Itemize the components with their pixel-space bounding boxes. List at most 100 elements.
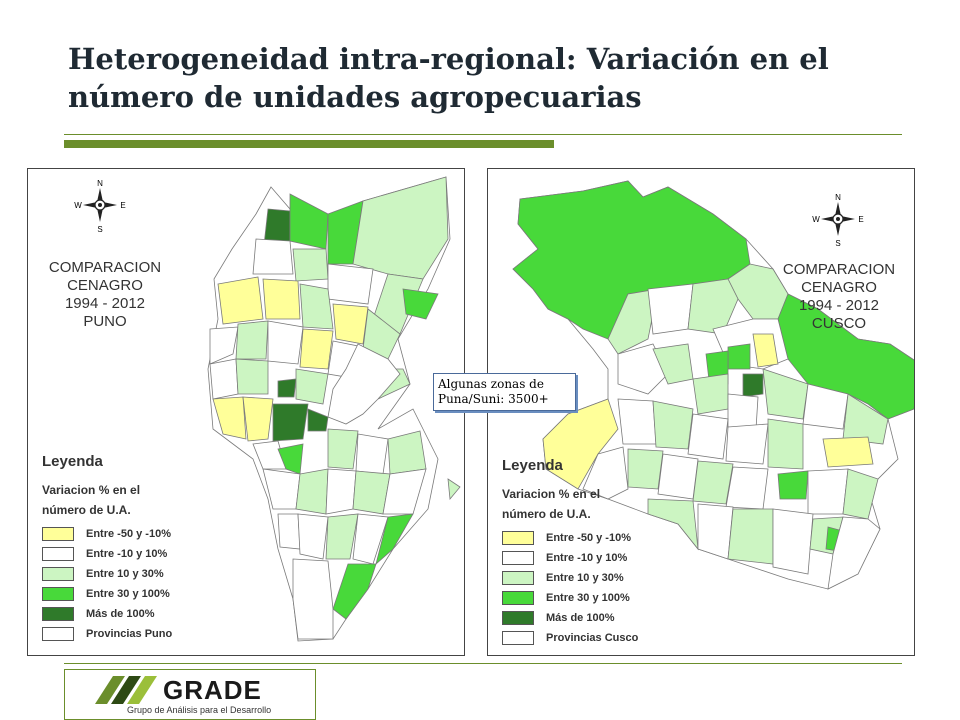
legend-swatch xyxy=(502,551,534,565)
cusco-district xyxy=(772,508,814,575)
map-title-line: CENAGRO xyxy=(67,277,143,294)
puno-district xyxy=(277,378,297,398)
puno-district xyxy=(242,396,274,442)
puno-district xyxy=(327,263,374,305)
legend-label: Entre 10 y 30% xyxy=(546,572,624,584)
legend-subtitle: número de U.A. xyxy=(42,503,131,517)
legend-label: Entre -10 y 10% xyxy=(86,548,168,560)
legend-label: Entre -10 y 10% xyxy=(546,552,628,564)
cusco-district xyxy=(767,418,804,470)
cusco-district xyxy=(647,498,699,551)
puno-district xyxy=(307,408,329,432)
legend-swatch xyxy=(42,547,74,561)
map-title-line: PUNO xyxy=(83,313,127,330)
cusco-district xyxy=(627,448,664,490)
grade-logo-mark-icon xyxy=(95,676,157,704)
puno-district xyxy=(252,238,294,275)
legend-swatch xyxy=(42,567,74,581)
puno-district xyxy=(272,403,309,442)
cusco-map-panel: N S W E COMPARACION CENAGRO 1994 - 2012 … xyxy=(487,168,915,656)
callout-line: Puna/Suni: 3500+ xyxy=(438,392,549,406)
puno-district xyxy=(209,326,239,365)
compass-north: N xyxy=(835,193,841,202)
legend-item: Entre -50 y -10% xyxy=(502,528,638,548)
cusco-district xyxy=(692,460,734,505)
puno-district xyxy=(299,328,334,370)
cusco-district xyxy=(762,368,809,420)
puno-district xyxy=(325,513,359,560)
puno-district xyxy=(332,303,369,345)
map-title-line: CUSCO xyxy=(811,315,867,332)
legend-swatch xyxy=(502,571,534,585)
legend-label: Provincias Puno xyxy=(86,628,173,640)
puno-district xyxy=(295,468,329,515)
cusco-district xyxy=(752,333,779,368)
legend-swatch xyxy=(502,531,534,545)
cusco-district xyxy=(692,373,729,415)
legend-item: Entre 10 y 30% xyxy=(502,568,638,588)
puno-district xyxy=(292,248,329,282)
legend-swatch xyxy=(502,591,534,605)
legend-subtitle: Variacion % en el xyxy=(502,487,601,501)
cusco-legend: Leyenda Variacion % en el número de U.A.… xyxy=(502,457,638,648)
legend-title: Leyenda xyxy=(502,457,563,474)
cusco-district xyxy=(582,446,629,500)
title-accent-bar xyxy=(64,140,554,148)
legend-item: Más de 100% xyxy=(502,608,638,628)
legend-label: Provincias Cusco xyxy=(546,632,639,644)
puno-district xyxy=(299,283,334,330)
logo-wordmark: GRADE xyxy=(163,675,262,705)
puno-district xyxy=(332,563,377,620)
footer-rule xyxy=(64,663,902,664)
puno-district xyxy=(402,288,439,320)
compass-west: W xyxy=(74,201,82,210)
legend-item: Entre 10 y 30% xyxy=(42,564,172,584)
puno-district xyxy=(295,368,329,405)
cusco-district xyxy=(727,508,774,565)
cusco-district xyxy=(827,516,881,590)
cusco-district xyxy=(802,383,849,430)
callout-line: Algunas zonas de xyxy=(438,377,544,391)
lake-titicaca xyxy=(327,343,401,425)
puno-district xyxy=(327,428,359,470)
slide-title: Heterogeneidad intra-regional: Variación… xyxy=(68,42,829,114)
legend-swatch xyxy=(42,627,74,641)
cusco-district xyxy=(727,343,751,370)
legend-swatch xyxy=(502,631,534,645)
title-underline xyxy=(64,134,902,135)
map-title-line: COMPARACION xyxy=(782,261,896,278)
puno-district xyxy=(212,396,247,440)
puno-district xyxy=(277,513,301,550)
legend-swatch xyxy=(42,527,74,541)
legend-swatch xyxy=(42,607,74,621)
puno-map-title: COMPARACION CENAGRO 1994 - 2012 PUNO xyxy=(40,259,170,331)
cusco-district xyxy=(687,413,729,460)
puno-district xyxy=(325,468,357,515)
cusco-district xyxy=(697,503,734,560)
puno-district xyxy=(355,433,389,475)
puno-district xyxy=(289,193,329,250)
legend-item: Provincias Cusco xyxy=(502,628,638,648)
legend-label: Más de 100% xyxy=(546,612,615,624)
compass-east: E xyxy=(120,201,125,210)
legend-item: Entre -50 y -10% xyxy=(42,524,172,544)
legend-label: Entre 30 y 100% xyxy=(86,588,170,600)
puno-district xyxy=(447,478,461,500)
logo-tagline: Grupo de Análisis para el Desarrollo xyxy=(127,705,272,715)
legend-item: Entre 30 y 100% xyxy=(42,584,172,604)
cusco-district xyxy=(647,283,694,335)
puno-district xyxy=(235,358,269,395)
cusco-district xyxy=(617,398,657,445)
cusco-district xyxy=(725,423,769,465)
cusco-district xyxy=(657,453,699,500)
puno-district xyxy=(267,320,304,365)
puno-district xyxy=(375,513,414,566)
puna-suni-callout: Algunas zonas de Puna/Suni: 3500+ xyxy=(433,373,576,411)
legend-item: Provincias Puno xyxy=(42,624,172,644)
cusco-district xyxy=(727,393,759,430)
puno-district xyxy=(292,558,334,640)
puno-district xyxy=(297,513,329,560)
map-title-line: CENAGRO xyxy=(801,279,877,296)
puno-map-panel: N S W E COMPARACION CENAGRO 1994 - 2012 … xyxy=(27,168,465,656)
legend-label: Entre 10 y 30% xyxy=(86,568,164,580)
